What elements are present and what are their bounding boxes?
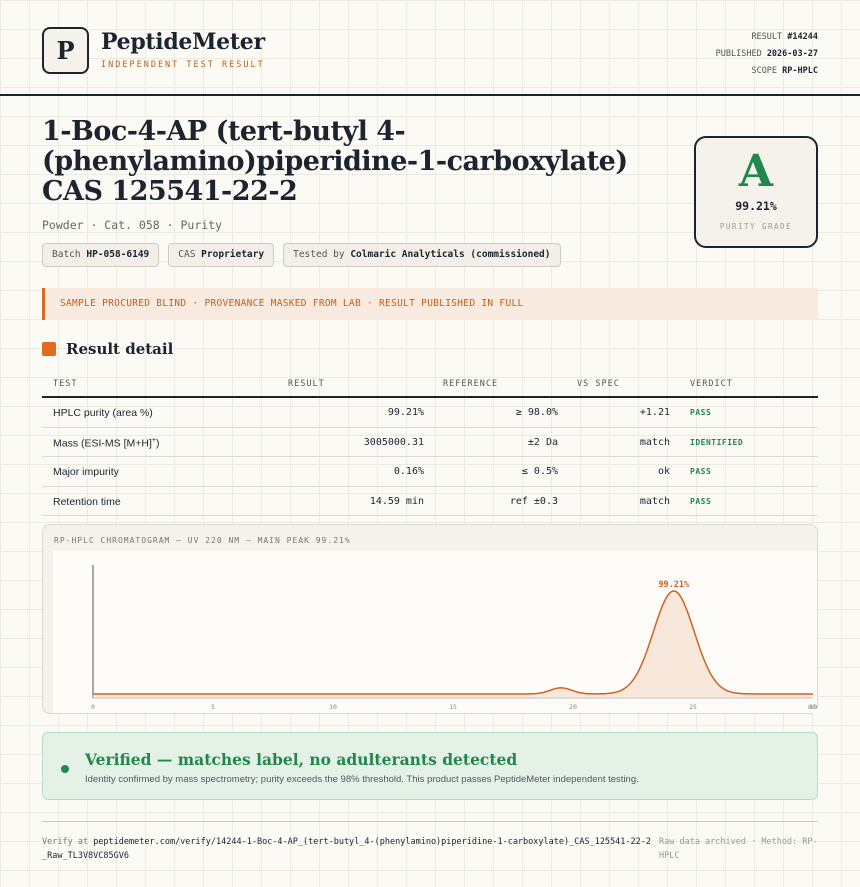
result-value: 3005000.31 [363,436,424,448]
raw-data-note: Raw data archived · Method: RP-HPLC [659,837,818,861]
table-row: Mass (ESI-MS [M+H]+) 3005000.31 ±2 Da ma… [42,428,818,457]
vs-spec-value: +1.21 [639,407,670,418]
verdict-badge: IDENTIFIED [690,437,744,447]
col-reference: REFERENCE [443,379,499,389]
footer-divider [42,821,818,822]
test-name: Major impurity [53,466,119,478]
result-meta: RESULT #14244 PUBLISHED 2026-03-27 SCOPE… [716,29,818,80]
col-result: RESULT [288,379,325,389]
section-header: Result detail [42,340,173,358]
col-test: TEST [53,379,78,389]
result-value: 14.59 min [369,495,424,507]
x-tick-label: 20 [569,703,577,711]
test-name: Retention time [53,495,121,508]
table-row: Major impurity 0.16% ≤ 0.5% ok PASS [42,457,818,487]
reference-value: ≥ 98.0% [515,407,558,418]
verified-title: Verified — matches label, no adulterants… [85,750,518,769]
result-table: TEST RESULT REFERENCE VS SPEC VERDICT HP… [42,371,818,516]
page-title: 1-Boc-4-AP (tert-butyl 4-(phenylamino)pi… [42,116,628,207]
x-tick-label: 15 [449,703,457,711]
result-value: 0.16% [393,466,424,477]
published-label: PUBLISHED [715,49,762,59]
grade-label: PURITY GRADE [719,222,793,231]
result-label: RESULT [751,32,783,42]
result-number: #14244 [787,32,818,42]
reference-value: ≤ 0.5% [521,466,558,477]
x-tick-label: 30 [809,703,817,711]
peak-label: 99.21% [658,580,690,590]
product-subtitle: Powder · Cat. 058 · Purity [42,218,223,232]
x-tick-unit: min [808,703,817,711]
chromatogram-line [93,590,813,695]
vs-spec-value: ok [657,466,670,477]
col-verdict: VERDICT [690,379,733,389]
x-tick-label: 0 [91,703,95,711]
published-date: 2026-03-27 [766,49,818,59]
tagline: INDEPENDENT TEST RESULT [101,60,265,70]
grade-letter: A [738,146,774,197]
purity-grade-card: A 99.21% PURITY GRADE [694,136,818,248]
verdict-badge: PASS [690,467,712,476]
cas-chip: CAS Proprietary [168,243,275,267]
vs-spec-value: match [639,436,670,448]
table-row: Retention time 14.59 min ref ±0.3 match … [42,487,818,516]
verified-dot-icon [61,765,69,773]
x-tick-label: 10 [329,703,337,711]
brand-name: PeptideMeter [101,29,265,55]
vs-spec-value: match [639,495,670,507]
table-header: TEST RESULT REFERENCE VS SPEC VERDICT [42,371,818,398]
procurement-notice: SAMPLE PROCURED BLIND · PROVENANCE MASKE… [42,288,818,320]
scope-value: RP-HPLC [782,66,818,76]
chromatogram-chart: 99.21% 0 5 10 15 20 25 30min [91,565,817,711]
test-name: Mass (ESI-MS [M+H]+) [53,436,160,450]
peak-fill [93,591,813,697]
info-chips: Batch HP-058-6149 CAS Proprietary Tested… [42,243,561,267]
logo-icon: P [42,27,89,74]
test-name: HPLC purity (area %) [53,407,153,419]
reference-value: ref ±0.3 [509,495,558,507]
chromatogram-card: RP-HPLC CHROMATOGRAM — UV 220 NM — MAIN … [42,524,818,714]
verified-banner: Verified — matches label, no adulterants… [42,732,818,800]
verdict-badge: PASS [690,496,712,506]
tested-by-chip: Tested by Colmaric Analyticals (commissi… [283,243,561,267]
section-title: Result detail [66,340,174,358]
chart-area: 99.21% 0 5 10 15 20 25 30min [53,551,817,713]
verified-description: Identity confirmed by mass spectrometry;… [85,774,639,785]
reference-value: ±2 Da [527,436,558,448]
table-row: HPLC purity (area %) 99.21% ≥ 98.0% +1.2… [42,398,818,428]
verdict-badge: PASS [690,408,712,417]
verify-link[interactable]: peptidemeter.com/verify/14244-1-Boc-4-AP… [42,837,651,861]
page-header: P PeptideMeter INDEPENDENT TEST RESULT R… [0,0,860,96]
result-value: 99.21% [387,407,424,418]
x-tick-label: 25 [689,703,697,711]
scope-label: SCOPE [751,66,778,76]
section-square-icon [42,342,56,356]
chart-title: RP-HPLC CHROMATOGRAM — UV 220 NM — MAIN … [54,536,351,545]
col-vs-spec: VS SPEC [577,379,620,389]
x-tick-label: 5 [211,703,215,711]
batch-chip: Batch HP-058-6149 [42,243,160,267]
verify-text: Verify at peptidemeter.com/verify/14244-… [42,837,651,861]
grade-value: 99.21% [735,199,777,213]
